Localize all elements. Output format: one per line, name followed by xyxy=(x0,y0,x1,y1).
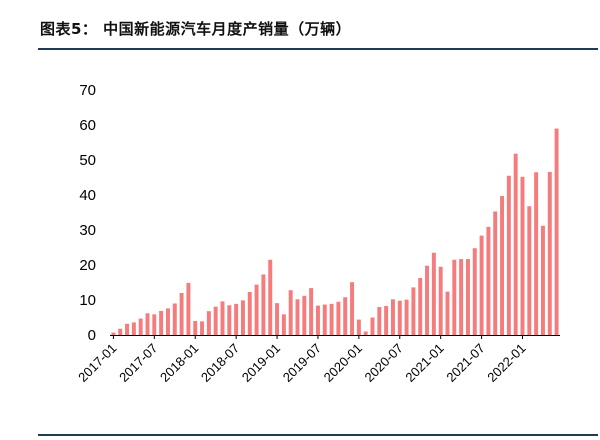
bar-2019-12 xyxy=(350,282,355,335)
bar-series xyxy=(111,128,559,335)
bar-2022-06 xyxy=(554,128,559,335)
bar-2021-07 xyxy=(479,235,484,335)
bar-2018-09 xyxy=(247,291,252,335)
bar-2020-08 xyxy=(404,299,409,335)
bar-2018-06 xyxy=(227,305,232,335)
bar-2019-07 xyxy=(315,305,320,335)
bar-2017-04 xyxy=(131,322,136,335)
bar-2017-10 xyxy=(172,303,177,335)
y-tick-label: 60 xyxy=(79,117,96,134)
bar-2020-02 xyxy=(363,331,368,335)
y-tick-label: 20 xyxy=(79,257,96,274)
bar-2019-06 xyxy=(309,288,314,335)
bar-2019-05 xyxy=(302,295,307,335)
chart-title: 图表5： 中国新能源汽车月度产销量（万辆） xyxy=(40,20,352,38)
bar-2021-12 xyxy=(513,153,518,335)
bar-2020-03 xyxy=(370,317,375,335)
bar-2020-07 xyxy=(397,300,402,335)
bar-2021-01 xyxy=(438,266,443,335)
bar-2018-03 xyxy=(206,311,211,335)
bar-2018-04 xyxy=(213,306,218,335)
y-tick-label: 40 xyxy=(79,187,96,204)
bar-2018-02 xyxy=(200,321,205,335)
top-divider xyxy=(38,48,598,50)
x-tick-label: 2018-07 xyxy=(198,341,242,385)
bar-2017-08 xyxy=(159,310,164,335)
bar-2019-10 xyxy=(336,301,341,335)
bar-2020-01 xyxy=(356,319,361,335)
x-tick-label: 2017-01 xyxy=(75,341,119,385)
bar-2019-04 xyxy=(295,299,300,335)
bar-2021-08 xyxy=(486,226,491,335)
bar-2019-11 xyxy=(343,297,348,335)
y-axis-ticks: 0 10 20 30 40 50 60 70 xyxy=(79,82,96,344)
bar-2018-07 xyxy=(234,303,239,335)
bar-2019-03 xyxy=(288,290,293,335)
x-tick-label: 2020-07 xyxy=(362,341,406,385)
bar-2021-11 xyxy=(506,175,511,335)
x-tick-label: 2018-01 xyxy=(157,341,201,385)
bar-2017-09 xyxy=(165,308,170,335)
x-tick-label: 2022-01 xyxy=(484,341,528,385)
bar-2021-02 xyxy=(445,291,450,335)
bar-2017-06 xyxy=(145,313,150,335)
bar-2022-01 xyxy=(520,176,525,335)
bar-2022-03 xyxy=(534,172,539,335)
bar-2020-09 xyxy=(411,287,416,335)
bar-2018-11 xyxy=(261,274,266,335)
y-tick-label: 50 xyxy=(79,152,96,169)
bar-2022-05 xyxy=(547,171,552,335)
bar-2018-08 xyxy=(240,300,245,335)
y-tick-label: 0 xyxy=(88,327,96,344)
x-tick-label: 2017-07 xyxy=(116,341,160,385)
bar-2021-10 xyxy=(500,196,505,335)
bar-2019-08 xyxy=(322,304,327,335)
bar-2021-04 xyxy=(459,259,464,335)
bar-2019-01 xyxy=(275,303,280,335)
bar-2017-11 xyxy=(179,293,184,335)
bar-2017-02 xyxy=(118,328,123,335)
bar-2017-12 xyxy=(186,282,191,335)
bar-2018-12 xyxy=(268,259,273,335)
bar-2018-01 xyxy=(193,321,198,335)
bar-2020-04 xyxy=(377,307,382,335)
x-tick-label: 2020-01 xyxy=(321,341,365,385)
y-tick-label: 30 xyxy=(79,222,96,239)
bar-2018-10 xyxy=(254,284,259,335)
bar-2017-05 xyxy=(138,318,143,335)
x-tick-label: 2021-07 xyxy=(443,341,487,385)
x-tick-label: 2019-01 xyxy=(239,341,283,385)
bar-2019-09 xyxy=(329,303,334,335)
bar-2017-03 xyxy=(125,323,130,335)
bar-2020-11 xyxy=(425,265,430,335)
bar-2018-05 xyxy=(220,301,225,335)
bar-2020-05 xyxy=(384,305,389,335)
y-tick-label: 70 xyxy=(79,82,96,99)
bar-2020-12 xyxy=(431,252,436,335)
x-tick-label: 2021-01 xyxy=(402,341,446,385)
bar-2021-06 xyxy=(472,248,477,335)
bar-2020-06 xyxy=(390,299,395,335)
y-tick-label: 10 xyxy=(79,292,96,309)
bar-2017-07 xyxy=(152,314,157,335)
bar-2019-02 xyxy=(281,314,286,335)
bar-2022-02 xyxy=(527,206,532,335)
bar-2021-05 xyxy=(465,259,470,335)
x-axis-ticks: 2017-012017-072018-012018-072019-012019-… xyxy=(75,335,529,385)
bar-2022-04 xyxy=(540,225,545,335)
x-tick-label: 2019-07 xyxy=(280,341,324,385)
bar-2021-09 xyxy=(493,211,498,335)
bottom-divider xyxy=(38,434,598,436)
bar-2020-10 xyxy=(418,277,423,335)
bar-2021-03 xyxy=(452,259,457,335)
bar-2017-01 xyxy=(111,332,116,335)
